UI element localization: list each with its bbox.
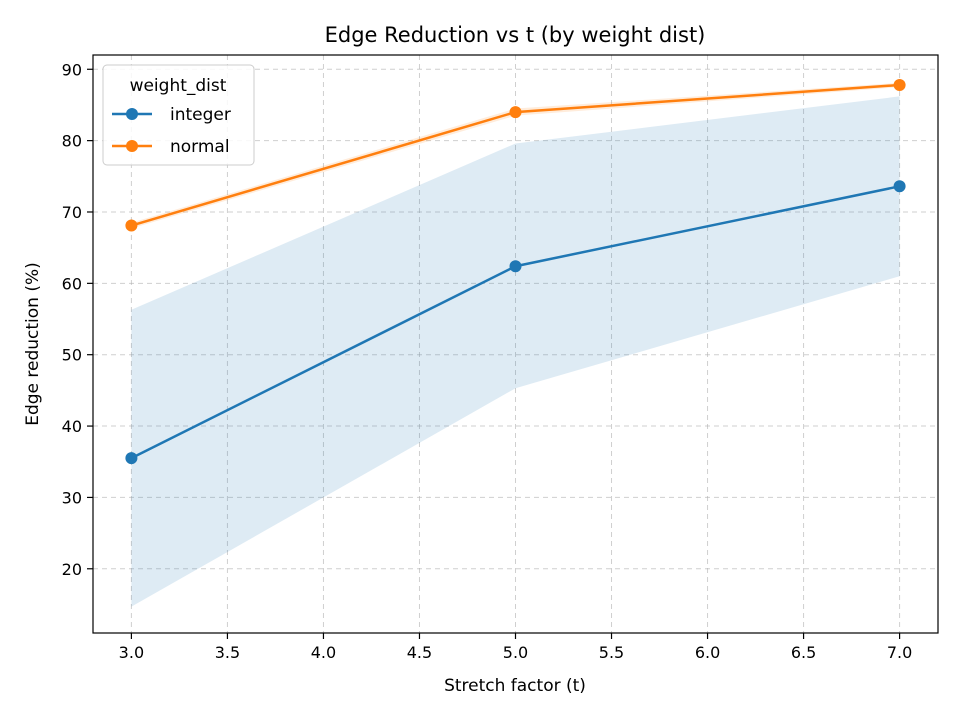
data-point-integer	[893, 180, 906, 193]
data-point-normal	[509, 106, 522, 119]
x-tick-label: 6.5	[791, 643, 816, 662]
x-tick-label: 4.0	[311, 643, 336, 662]
x-tick-label: 6.0	[695, 643, 720, 662]
data-point-integer	[125, 452, 138, 465]
x-tick-label: 5.5	[599, 643, 624, 662]
y-tick-label: 80	[62, 132, 82, 151]
x-axis-label: Stretch factor (t)	[444, 676, 586, 696]
y-tick-label: 60	[62, 274, 82, 293]
plot-frame	[92, 54, 939, 634]
y-tick-label: 20	[62, 560, 82, 579]
x-tick-label: 3.5	[215, 643, 240, 662]
confidence-band-integer	[131, 96, 900, 607]
x-tick-label: 5.0	[503, 643, 528, 662]
data-point-normal	[125, 219, 138, 232]
legend-marker-normal	[126, 140, 138, 152]
y-tick-label: 50	[62, 346, 82, 365]
legend: weight_dist integer normal	[102, 64, 255, 166]
x-tick-label: 3.0	[119, 643, 144, 662]
legend-marker-integer	[126, 108, 138, 120]
legend-entries: integer normal	[112, 105, 231, 157]
y-tick-label: 70	[62, 203, 82, 222]
legend-label-normal: normal	[170, 137, 230, 157]
data-point-normal	[893, 78, 906, 91]
y-tick-label: 40	[62, 417, 82, 436]
chart-title: Edge Reduction vs t (by weight dist)	[325, 23, 706, 47]
line-layer	[125, 78, 906, 465]
data-point-integer	[509, 260, 522, 273]
y-axis-label: Edge reduction (%)	[23, 262, 43, 426]
tick-layer: 3.0 3.5 4.0 4.5 5.0 5.5 6.0 6.5 7.0 20 30 40 50 60 70 8…	[62, 60, 913, 662]
legend-box	[102, 64, 255, 166]
legend-title: weight_dist	[130, 76, 227, 96]
grid-layer	[93, 55, 938, 633]
x-tick-label: 4.5	[407, 643, 432, 662]
legend-label-integer: integer	[170, 105, 231, 125]
x-tick-label: 7.0	[887, 643, 912, 662]
y-tick-label: 90	[62, 60, 82, 79]
y-tick-label: 30	[62, 488, 82, 507]
